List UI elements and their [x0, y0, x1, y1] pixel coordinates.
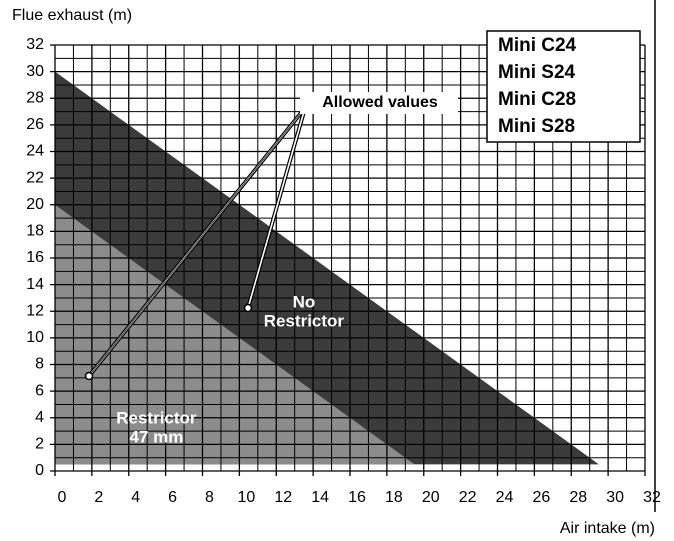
model-box [486, 30, 641, 143]
x-tick-label: 16 [348, 489, 366, 506]
x-tick-label: 6 [168, 489, 177, 506]
x-axis-label: Air intake (m) [560, 520, 655, 537]
x-tick-label: 30 [606, 489, 624, 506]
x-tick-label: 26 [532, 489, 550, 506]
y-tick-label: 18 [26, 223, 44, 240]
region-label: Restrictor [264, 312, 345, 331]
y-tick-label: 28 [26, 89, 44, 106]
model-name: Mini S28 [498, 116, 575, 137]
x-tick-label: 10 [237, 489, 255, 506]
x-tick-label: 22 [459, 489, 477, 506]
y-tick-label: 8 [35, 356, 44, 373]
y-tick-label: 4 [35, 409, 44, 426]
y-tick-label: 0 [35, 462, 44, 479]
pointer [247, 107, 306, 309]
x-tick-label: 0 [58, 489, 67, 506]
pointers [84, 106, 307, 381]
pointer [88, 107, 306, 377]
y-tick-label: 32 [26, 36, 44, 53]
x-tick-label: 18 [385, 489, 403, 506]
y-tick-label: 14 [26, 276, 44, 293]
y-tick-label: 30 [26, 63, 44, 80]
y-tick-label: 26 [26, 116, 44, 133]
x-tick-label: 14 [311, 489, 329, 506]
x-tick-label: 4 [131, 489, 140, 506]
model-name: Mini C24 [498, 35, 577, 56]
model-list: Mini C24 Mini S24 Mini C28 Mini S28 [498, 35, 577, 137]
x-tick-label: 8 [205, 489, 214, 506]
y-tick-label: 2 [35, 436, 44, 453]
x-tick-label: 20 [422, 489, 440, 506]
x-tick-label: 12 [274, 489, 292, 506]
y-tick-label: 22 [26, 169, 44, 186]
x-tick-label: 24 [496, 489, 514, 506]
y-tick-label: 24 [26, 143, 44, 160]
y-tick-label: 10 [26, 329, 44, 346]
region-label: 47 mm [129, 428, 183, 447]
model-name: Mini S24 [498, 62, 576, 83]
x-tick-label: 32 [643, 489, 661, 506]
y-tick-label: 6 [35, 382, 44, 399]
annotation: Allowed values [322, 94, 438, 111]
region-label: Restrictor [116, 409, 197, 428]
y-axis-label: Flue exhaust (m) [12, 7, 132, 24]
x-tick-label: 28 [569, 489, 587, 506]
annotation-bg [300, 92, 458, 114]
y-tick-label: 20 [26, 196, 44, 213]
pointer-dot [243, 303, 253, 313]
region-label: No [293, 293, 316, 312]
x-tick-label: 2 [94, 489, 103, 506]
pointer-dot [84, 371, 94, 381]
area [55, 204, 415, 465]
y-tick-label: 16 [26, 249, 44, 266]
model-name: Mini C28 [498, 89, 576, 110]
y-tick-label: 12 [26, 302, 44, 319]
